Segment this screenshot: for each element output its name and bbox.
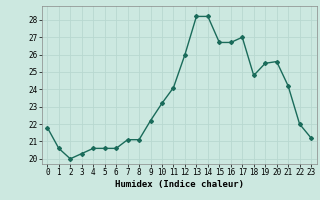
X-axis label: Humidex (Indice chaleur): Humidex (Indice chaleur) xyxy=(115,180,244,189)
